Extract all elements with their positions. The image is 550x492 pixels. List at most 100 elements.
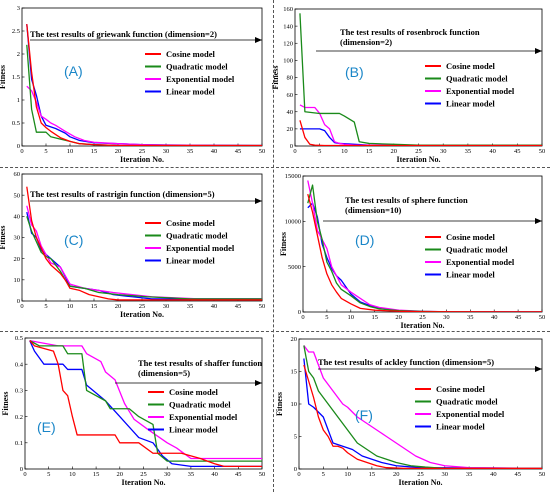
legend-label: Linear model (166, 256, 215, 266)
x-tick-label: 45 (235, 148, 242, 155)
x-axis-label: Iteration No. (401, 321, 445, 330)
legend-label: Quadratic model (166, 62, 228, 72)
x-tick-label: 15 (91, 148, 98, 155)
y-tick-label: 10 (14, 277, 21, 284)
series-group (299, 13, 542, 146)
x-tick-label: 20 (395, 314, 402, 321)
series-group (29, 339, 262, 468)
x-tick-label: 25 (419, 314, 426, 321)
y-tick-label: 0.4 (15, 361, 24, 368)
panel-label: (A) (64, 63, 83, 79)
panel-label: (B) (345, 64, 364, 80)
y-tick-label: 1 (17, 97, 20, 104)
legend: Cosine model Quadratic model Exponential m… (148, 387, 238, 435)
chart-title: The test results of griewank function (d… (30, 29, 217, 39)
x-tick-label: 40 (211, 148, 218, 155)
y-tick-label: 15000 (285, 173, 301, 180)
y-axis-label: Fitness (275, 392, 284, 416)
series-line-exponential-model (299, 104, 542, 146)
x-tick-label: 5 (318, 148, 321, 155)
y-tick-label: 20 (291, 336, 298, 343)
y-tick-label: 2.5 (12, 28, 20, 35)
x-tick-label: 20 (391, 148, 398, 155)
series-line-linear-model (303, 358, 542, 469)
y-tick-label: 20 (14, 256, 21, 263)
x-tick-label: 15 (366, 148, 373, 155)
horizontal-divider-bottom (0, 331, 550, 332)
panel-label: (C) (64, 232, 83, 248)
x-tick-label: 45 (235, 303, 242, 310)
x-tick-label: 45 (515, 314, 522, 321)
series-group (26, 24, 262, 146)
legend-label: Linear model (169, 425, 218, 435)
legend-label: Quadratic model (166, 231, 228, 241)
horizontal-divider-top (0, 167, 550, 168)
x-tick-label: 50 (539, 471, 546, 478)
x-tick-label: 25 (415, 148, 422, 155)
x-tick-label: 40 (211, 303, 218, 310)
legend: Cosine model Quadratic model Exponential m… (415, 384, 505, 432)
series-group (307, 180, 542, 312)
x-axis-label: Iteration No. (120, 310, 164, 319)
x-tick-label: 50 (259, 148, 266, 155)
x-tick-label: 35 (467, 314, 474, 321)
series-line-quadratic-model (303, 345, 542, 469)
legend-label: Linear model (436, 422, 485, 432)
y-tick-label: 30 (14, 235, 21, 242)
x-tick-label: 30 (440, 148, 447, 155)
x-tick-label: 10 (348, 314, 355, 321)
y-tick-label: 0 (17, 143, 20, 150)
series-line-cosine-model (26, 186, 262, 301)
legend-label: Linear model (166, 87, 215, 97)
legend-label: Exponential model (446, 86, 515, 96)
y-tick-label: 0.3 (15, 388, 23, 395)
y-tick-label: 0 (17, 298, 20, 305)
x-tick-label: 40 (211, 471, 218, 478)
legend-label: Linear model (446, 270, 495, 280)
legend-label: Exponential model (446, 257, 515, 267)
chart-title: (dimension=2) (340, 37, 392, 47)
x-tick-label: 30 (164, 471, 171, 478)
x-tick-label: 15 (93, 471, 100, 478)
x-tick-label: 35 (188, 471, 195, 478)
x-tick-label: 50 (539, 314, 546, 321)
y-tick-label: 40 (287, 109, 294, 116)
x-tick-label: 30 (163, 148, 170, 155)
x-tick-label: 20 (117, 471, 124, 478)
y-tick-label: 5000 (288, 264, 301, 271)
x-tick-label: 50 (539, 148, 546, 155)
x-tick-label: 0 (23, 471, 26, 478)
series-line-linear-model (26, 24, 262, 146)
x-tick-label: 20 (115, 303, 122, 310)
x-tick-label: 40 (489, 148, 496, 155)
legend-label: Cosine model (166, 49, 216, 59)
legend-label: Exponential model (436, 409, 505, 419)
x-tick-label: 50 (259, 303, 266, 310)
series-line-linear-model (29, 340, 262, 468)
y-axis-label: Fitness (1, 392, 10, 416)
series-line-cosine-model (307, 193, 542, 312)
y-tick-label: 5 (294, 434, 297, 441)
y-tick-label: 40 (14, 214, 21, 221)
legend: Cosine model Quadratic model Exponential m… (145, 218, 235, 266)
panel-a: 0 5 10 15 20 25 30 35 40 45 50 0 0.5 1 1.5 2 2.5 3 Iterati… (0, 5, 265, 164)
x-tick-label: 25 (417, 471, 424, 478)
x-tick-label: 35 (187, 148, 194, 155)
y-tick-label: 0.2 (15, 414, 23, 421)
y-tick-label: 60 (14, 171, 21, 178)
x-tick-label: 20 (393, 471, 400, 478)
legend-label: Quadratic model (446, 74, 508, 84)
x-tick-label: 10 (67, 303, 74, 310)
legend: Cosine model Quadratic model Exponential m… (145, 49, 235, 97)
x-tick-label: 0 (20, 148, 23, 155)
panel-label: (D) (355, 232, 374, 248)
y-tick-label: 2 (17, 51, 20, 58)
y-tick-label: 100 (283, 58, 293, 65)
x-tick-label: 35 (465, 148, 472, 155)
x-tick-label: 5 (325, 314, 328, 321)
x-tick-label: 5 (44, 303, 47, 310)
x-tick-label: 40 (491, 314, 498, 321)
x-tick-label: 10 (344, 471, 351, 478)
